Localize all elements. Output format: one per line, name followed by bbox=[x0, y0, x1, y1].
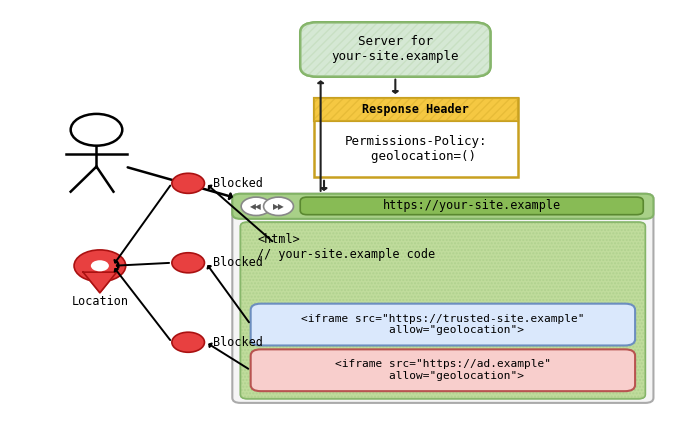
FancyBboxPatch shape bbox=[233, 194, 653, 403]
FancyBboxPatch shape bbox=[241, 222, 645, 399]
Bar bbox=[314, 98, 518, 120]
FancyBboxPatch shape bbox=[233, 194, 653, 219]
FancyBboxPatch shape bbox=[251, 349, 635, 391]
FancyBboxPatch shape bbox=[300, 22, 490, 77]
Circle shape bbox=[172, 173, 205, 193]
Text: ◀◀: ◀◀ bbox=[250, 202, 262, 211]
Text: https://your-site.example: https://your-site.example bbox=[383, 200, 561, 213]
FancyBboxPatch shape bbox=[300, 22, 490, 77]
Text: Blocked: Blocked bbox=[213, 336, 263, 349]
Text: ▶▶: ▶▶ bbox=[273, 202, 284, 211]
Bar bbox=[314, 98, 518, 120]
Circle shape bbox=[263, 197, 293, 216]
Polygon shape bbox=[83, 272, 117, 293]
Text: Blocked: Blocked bbox=[213, 256, 263, 269]
FancyBboxPatch shape bbox=[241, 222, 645, 399]
Circle shape bbox=[91, 260, 109, 272]
Circle shape bbox=[241, 197, 271, 216]
FancyBboxPatch shape bbox=[251, 304, 635, 346]
FancyBboxPatch shape bbox=[300, 197, 643, 215]
Text: Server for
your-site.example: Server for your-site.example bbox=[331, 35, 459, 64]
Circle shape bbox=[74, 250, 125, 282]
Circle shape bbox=[172, 253, 205, 273]
Bar bbox=[314, 98, 518, 177]
Circle shape bbox=[172, 332, 205, 352]
Text: Location: Location bbox=[72, 295, 128, 308]
Text: <iframe src="https://ad.example"
    allow="geolocation">: <iframe src="https://ad.example" allow="… bbox=[335, 360, 551, 381]
Text: <iframe src="https://trusted-site.example"
    allow="geolocation">: <iframe src="https://trusted-site.exampl… bbox=[301, 314, 584, 336]
Text: Response Header: Response Header bbox=[362, 103, 469, 116]
Circle shape bbox=[71, 114, 122, 146]
Text: Permissions-Policy:
  geolocation=(): Permissions-Policy: geolocation=() bbox=[344, 135, 487, 163]
Text: Blocked: Blocked bbox=[213, 177, 263, 190]
Text: <html>
// your-site.example code: <html> // your-site.example code bbox=[258, 233, 436, 261]
